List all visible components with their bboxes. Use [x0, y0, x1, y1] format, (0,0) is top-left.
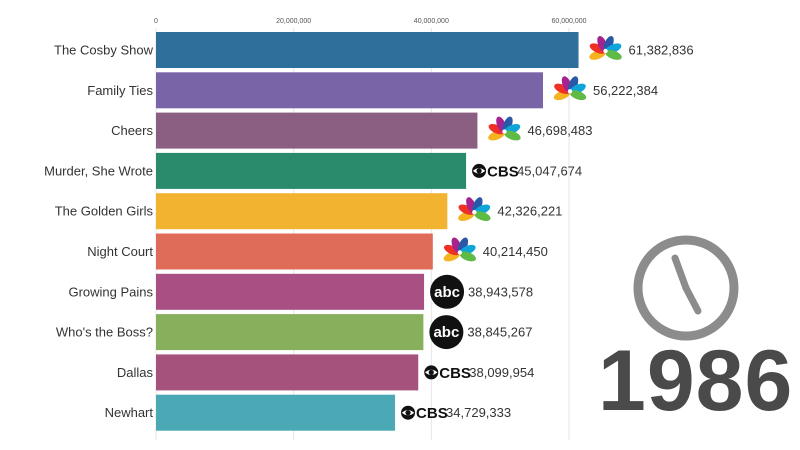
category-label: Cheers	[111, 123, 153, 138]
nbc-peacock-logo	[553, 76, 587, 101]
nbc-peacock-logo	[488, 116, 521, 141]
bar	[156, 354, 419, 391]
value-label: 38,845,267	[467, 325, 532, 340]
bar	[156, 233, 433, 270]
category-label: Newhart	[105, 405, 154, 420]
bar-row: Family Ties 56,222,384	[87, 72, 658, 109]
bar	[156, 152, 467, 189]
cbs-eye-logo: CBS	[424, 365, 471, 382]
cbs-eye-logo: CBS	[472, 163, 519, 180]
bar	[156, 273, 425, 310]
bar	[156, 193, 448, 230]
abc-logo-text: abc	[433, 324, 459, 341]
value-label: 38,943,578	[468, 284, 533, 299]
abc-logo: abc	[429, 315, 464, 350]
abc-logo-text: abc	[434, 284, 460, 301]
bar-row: Night Court 40,214,450	[87, 233, 548, 270]
bar	[156, 32, 579, 68]
bar-row: Cheers 46,698,483	[111, 112, 593, 149]
bar	[156, 314, 424, 351]
category-label: Growing Pains	[68, 284, 153, 299]
value-label: 34,729,333	[446, 405, 511, 420]
value-label: 61,382,836	[629, 43, 694, 58]
category-label: The Cosby Show	[54, 43, 154, 58]
nbc-peacock-logo	[589, 35, 622, 60]
cbs-logo-text: CBS	[416, 405, 448, 422]
category-label: Murder, She Wrote	[44, 163, 153, 178]
bar	[156, 72, 543, 109]
x-tick-label: 0	[154, 18, 158, 25]
category-label: The Golden Girls	[55, 204, 154, 219]
category-label: Who's the Boss?	[56, 325, 153, 340]
bar	[156, 394, 396, 431]
value-label: 42,326,221	[497, 204, 562, 219]
bar-row: Growing Pains abc 38,943,578	[68, 273, 533, 310]
year-label: 1986	[598, 333, 794, 429]
category-label: Dallas	[117, 365, 154, 380]
cbs-logo-text: CBS	[439, 365, 471, 382]
value-label: 38,099,954	[469, 365, 534, 380]
bar	[156, 112, 478, 149]
cbs-logo-text: CBS	[487, 163, 519, 180]
x-tick-label: 60,000,000	[551, 18, 586, 25]
abc-logo: abc	[430, 274, 465, 309]
value-label: 46,698,483	[527, 123, 592, 138]
bar-row: Who's the Boss? abc 38,845,267	[56, 314, 532, 351]
cbs-eye-logo: CBS	[401, 405, 448, 422]
category-label: Night Court	[87, 244, 153, 259]
nbc-peacock-logo	[458, 197, 491, 222]
nbc-peacock-logo	[443, 237, 477, 262]
value-label: 56,222,384	[593, 83, 658, 98]
bar-row: The Golden Girls 42,326,221	[55, 193, 562, 230]
bars: The Cosby Show 61,382,836 Family Ties 56,22…	[44, 32, 694, 431]
clock-icon	[633, 235, 739, 341]
bar-row: The Cosby Show 61,382,836	[54, 32, 694, 68]
category-label: Family Ties	[87, 83, 153, 98]
x-tick-label: 40,000,000	[414, 18, 449, 25]
x-tick-label: 20,000,000	[276, 18, 311, 25]
value-label: 45,047,674	[517, 163, 582, 178]
value-label: 40,214,450	[483, 244, 548, 259]
